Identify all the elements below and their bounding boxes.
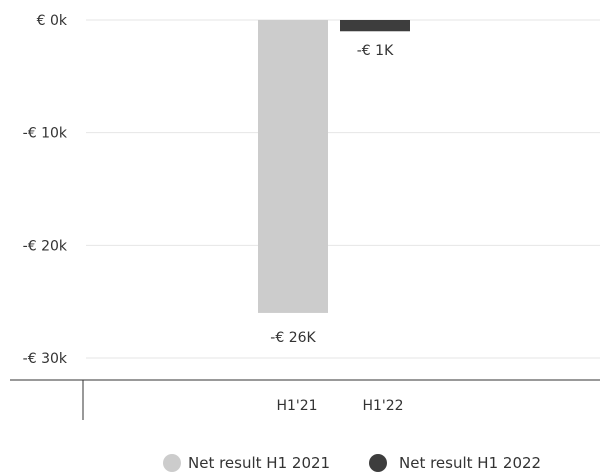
y-tick-label: € 0k bbox=[37, 13, 68, 29]
legend: Net result H1 2021 Net result H1 2022 bbox=[163, 454, 541, 472]
y-tick-label: -€ 30k bbox=[23, 351, 68, 367]
data-label: -€ 1K bbox=[357, 43, 394, 59]
data-label: -€ 26K bbox=[270, 330, 316, 346]
legend-marker bbox=[369, 454, 387, 472]
y-tick-label: -€ 10k bbox=[23, 126, 68, 142]
y-axis-ticks: € 0k -€ 10k -€ 20k -€ 30k bbox=[23, 13, 68, 367]
legend-label: Net result H1 2022 bbox=[399, 454, 541, 472]
x-tick-label: H1'22 bbox=[362, 398, 403, 414]
bars bbox=[258, 20, 410, 313]
legend-marker bbox=[163, 454, 181, 472]
legend-label: Net result H1 2021 bbox=[188, 454, 330, 472]
bar-0 bbox=[258, 20, 328, 313]
y-tick-label: -€ 20k bbox=[23, 238, 68, 254]
gridlines bbox=[86, 19, 600, 359]
data-labels: -€ 26K -€ 1K bbox=[270, 43, 394, 346]
x-axis: H1'21 H1'22 bbox=[10, 379, 600, 420]
bar-1 bbox=[340, 20, 410, 32]
x-tick-label: H1'21 bbox=[276, 398, 317, 414]
